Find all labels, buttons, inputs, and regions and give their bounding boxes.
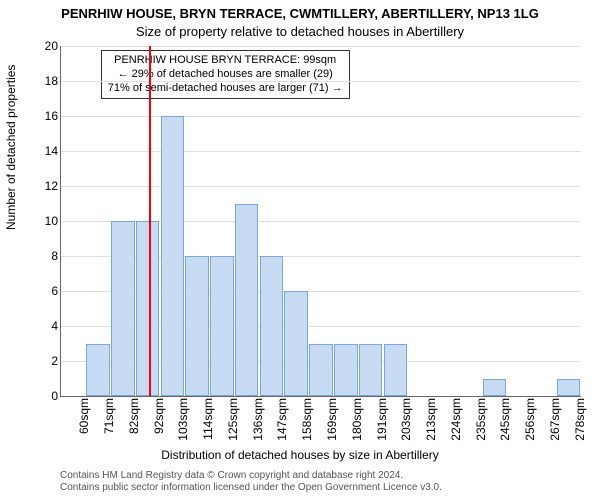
- histogram-bar: [136, 221, 160, 396]
- x-tick-label: 278sqm: [573, 398, 587, 441]
- callout-line1: PENRHIW HOUSE BRYN TERRACE: 99sqm: [108, 54, 343, 68]
- histogram-bar: [86, 344, 110, 397]
- x-tick-label: 224sqm: [449, 398, 463, 441]
- plot-area: PENRHIW HOUSE BRYN TERRACE: 99sqm ← 29% …: [60, 46, 581, 397]
- x-tick-label: 60sqm: [77, 398, 91, 434]
- gridline: [61, 46, 581, 47]
- y-tick-label: 0: [51, 389, 58, 403]
- title-sub: Size of property relative to detached ho…: [0, 24, 600, 39]
- histogram-bar: [483, 379, 507, 397]
- title-main: PENRHIW HOUSE, BRYN TERRACE, CWMTILLERY,…: [0, 6, 600, 21]
- y-tick-label: 10: [45, 214, 58, 228]
- footer-line1: Contains HM Land Registry data © Crown c…: [60, 470, 580, 482]
- gridline: [61, 116, 581, 117]
- y-tick-label: 12: [45, 179, 58, 193]
- y-tick-label: 16: [45, 109, 58, 123]
- y-tick-label: 18: [45, 74, 58, 88]
- x-tick-label: 136sqm: [251, 398, 265, 441]
- x-tick-label: 114sqm: [201, 398, 215, 440]
- x-tick-label: 191sqm: [375, 398, 389, 441]
- callout-line2: ← 29% of detached houses are smaller (29…: [108, 68, 343, 82]
- callout-box: PENRHIW HOUSE BRYN TERRACE: 99sqm ← 29% …: [101, 50, 350, 99]
- x-tick-label: 256sqm: [523, 398, 537, 441]
- histogram-bar: [284, 291, 308, 396]
- histogram-bar: [334, 344, 358, 397]
- x-tick-label: 92sqm: [152, 398, 166, 434]
- x-tick-label: 267sqm: [548, 398, 562, 441]
- histogram-bar: [235, 204, 259, 397]
- x-tick-label: 180sqm: [350, 398, 364, 441]
- histogram-bar: [260, 256, 284, 396]
- x-tick-label: 213sqm: [424, 398, 438, 441]
- histogram-bar: [557, 379, 581, 397]
- x-tick-label: 71sqm: [102, 398, 116, 434]
- gridline: [61, 151, 581, 152]
- histogram-bar: [161, 116, 185, 396]
- histogram-bar: [111, 221, 135, 396]
- x-tick-label: 125sqm: [226, 398, 240, 441]
- histogram-bar: [309, 344, 333, 397]
- x-tick-label: 158sqm: [300, 398, 314, 441]
- x-axis-label: Distribution of detached houses by size …: [0, 448, 600, 462]
- y-tick-label: 14: [45, 144, 58, 158]
- y-axis-label: Number of detached properties: [4, 65, 18, 230]
- y-tick-label: 6: [51, 284, 58, 298]
- footer-line2: Contains public sector information licen…: [60, 482, 580, 494]
- x-tick-label: 203sqm: [399, 398, 413, 441]
- y-tick-label: 20: [45, 39, 58, 53]
- histogram-bar: [384, 344, 408, 397]
- x-tick-label: 103sqm: [176, 398, 190, 441]
- gridline: [61, 186, 581, 187]
- histogram-bar: [210, 256, 234, 396]
- x-tick-label: 235sqm: [474, 398, 488, 441]
- gridline: [61, 81, 581, 82]
- x-tick-label: 245sqm: [498, 398, 512, 441]
- y-tick-label: 4: [51, 319, 58, 333]
- x-tick-label: 147sqm: [275, 398, 289, 441]
- histogram-bar: [359, 344, 383, 397]
- x-tick-label: 169sqm: [325, 398, 339, 441]
- chart-container: PENRHIW HOUSE, BRYN TERRACE, CWMTILLERY,…: [0, 0, 600, 500]
- y-tick-label: 8: [51, 249, 58, 263]
- callout-line3: 71% of semi-detached houses are larger (…: [108, 82, 343, 96]
- marker-line: [149, 46, 151, 396]
- y-tick-label: 2: [51, 354, 58, 368]
- histogram-bar: [185, 256, 209, 396]
- x-tick-label: 82sqm: [127, 398, 141, 434]
